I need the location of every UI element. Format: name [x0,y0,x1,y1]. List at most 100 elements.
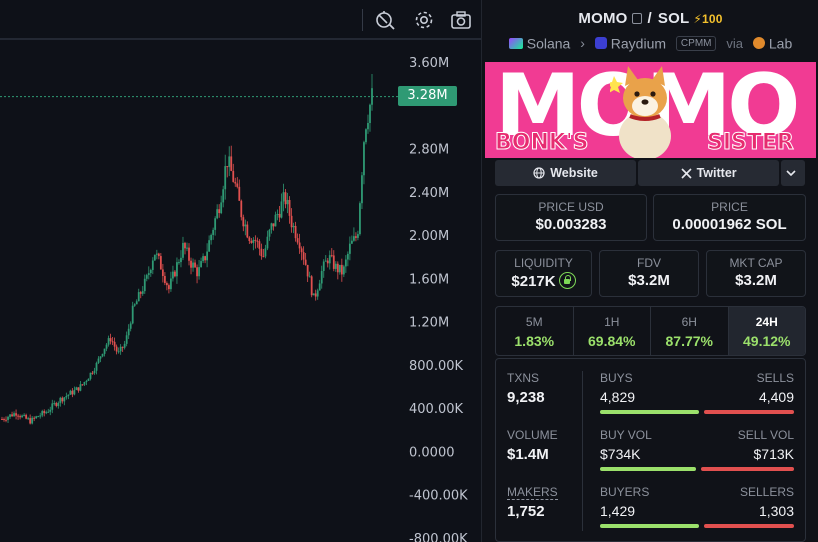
last-price-tag: 3.28M [398,86,457,106]
candle-body [43,411,46,414]
candle-body [29,418,32,424]
dex-name[interactable]: Raydium [610,35,667,52]
replay-icon[interactable] [374,9,396,31]
pair-info-panel: MOMO / SOL ⚡100 Solana › Raydium CPMM via L… [481,0,818,542]
candle-body [284,192,287,205]
candle-body [13,413,15,417]
boost-badge[interactable]: ⚡100 [693,12,723,26]
candle-body [346,253,349,260]
candle-body [298,242,301,249]
candle-body [39,415,42,417]
candle-body [320,271,323,284]
camera-icon[interactable] [450,9,472,31]
candle-body [165,283,168,286]
sell-vol-label: SELL VOL [737,428,794,442]
tab-5m[interactable]: 5M 1.83% [496,307,574,355]
y-axis-tick-label: 1.20M [409,316,449,331]
candle-body [290,215,293,228]
candle-body [326,260,329,264]
candle-body [194,262,196,268]
tab-24h[interactable]: 24H 49.12% [728,307,805,355]
candle-body [359,203,361,235]
lock-icon[interactable] [558,272,576,289]
candle-body [272,223,275,227]
candle-body [202,256,204,262]
buy-vol-value: $734K [600,446,641,462]
banner-right-word: SISTER [707,130,795,156]
candle-body [288,199,291,216]
candle-body [37,416,40,418]
launchpad-name[interactable]: Lab [768,35,793,52]
candle-body [141,291,144,294]
price-native-value: 0.00001962 SOL [672,216,787,233]
y-axis-tick-label: 3.60M [409,56,449,71]
candle-body [357,234,359,238]
tab-24h-change: 49.12% [743,333,791,349]
market-cap-label: MKT CAP [729,256,783,270]
candle-body [115,346,118,352]
more-links-button[interactable] [781,160,805,186]
candle-body [274,214,277,227]
candle-body [210,234,213,241]
candle-body [248,237,251,241]
candle-body [117,351,120,353]
liquidity-label: LIQUIDITY [514,256,573,270]
twitter-link[interactable]: Twitter [638,160,780,186]
price-usd-label: PRICE USD [538,200,604,214]
stats-divider [582,371,583,531]
candle-body [79,384,82,391]
candle-body [135,301,138,305]
candle-body [355,236,357,238]
candle-body [250,240,253,243]
candle-body [83,381,86,385]
candle-body [296,238,299,243]
candle-body [163,276,166,284]
candle-body [216,209,219,219]
candle-body [71,390,74,395]
price-chart[interactable]: 3.60M 2.80M 2.40M 2.00M 1.60M 1.20M 800.00K 400… [0,0,481,542]
candle-body [176,262,178,277]
candle-body [23,414,26,416]
candle-body [324,260,327,262]
candle-body [252,239,255,243]
candle-body [17,415,19,417]
tab-1h[interactable]: 1H 69.84% [574,307,651,355]
gear-icon[interactable] [413,9,435,31]
candle-body [149,269,152,274]
candle-body [174,271,176,277]
candle-body [19,416,21,418]
chain-name[interactable]: Solana [526,35,571,52]
candle-body [308,276,311,278]
chevron-right-icon: › [580,35,585,52]
quote-token-symbol: SOL [657,10,690,27]
candle-body [3,419,5,421]
candle-body [45,412,48,414]
candle-body [129,323,132,329]
copy-icon[interactable] [631,13,642,24]
fdv-card: FDV $3.2M [599,250,699,297]
raydium-icon [594,37,607,50]
candle-body [51,403,54,410]
candle-body [47,411,50,413]
sellers-bar [704,524,794,528]
candle-body [196,267,198,277]
base-token-symbol: MOMO [578,10,628,27]
tab-5m-change: 1.83% [514,333,555,349]
makers-value: 1,752 [507,503,545,520]
pool-type-badge: CPMM [675,35,717,51]
makers-label[interactable]: MAKERS [507,485,558,500]
candle-body [260,248,263,257]
candle-body [268,229,271,237]
globe-icon [533,167,545,179]
candle-body [63,397,66,402]
buy-vol-bar [600,467,696,471]
candle-body [35,416,38,419]
website-link[interactable]: Website [495,160,637,186]
candle-body [77,387,80,391]
y-axis-tick-label: -400.00K [409,489,468,504]
tab-6h[interactable]: 6H 87.77% [651,307,729,355]
candlestick-plot[interactable]: 3.60M 2.80M 2.40M 2.00M 1.60M 1.20M 800.00K 400… [0,42,481,542]
sells-label: SELLS [756,371,794,385]
market-cap-card: MKT CAP $3.2M [706,250,806,297]
candle-body [123,343,126,348]
